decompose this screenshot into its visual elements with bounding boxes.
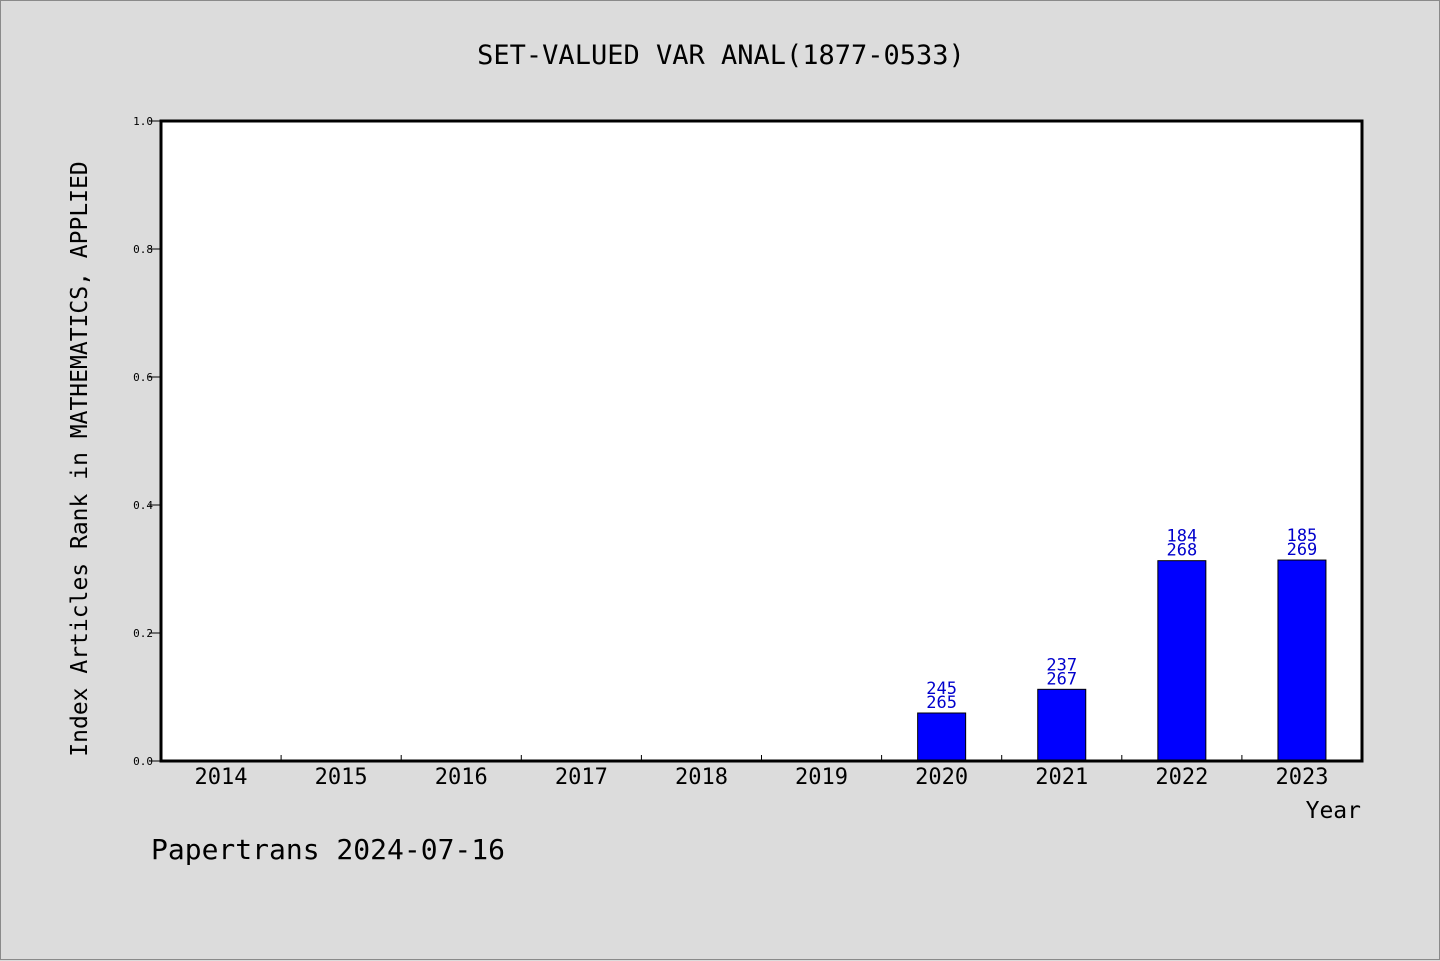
data-label-rank: 185 [1287,526,1318,546]
bar-2023 [1277,559,1327,762]
y-tick-label: 0.6 [133,371,153,384]
y-axis-label: Index Articles Rank in MATHEMATICS, APPL… [67,161,93,756]
bars-layer [917,559,1327,762]
x-axis-ticks: 2014 2015 2016 2017 2018 2019 2020 2021 2022 2023 [195,755,1328,790]
y-tick-label: 0.8 [133,243,153,256]
footer-credit: Papertrans 2024-07-16 [151,833,506,866]
x-tick-label: 2020 [915,765,968,790]
x-tick-label: 2021 [1035,765,1088,790]
data-label-total: 267 [1046,669,1077,689]
y-tick-label: 1.0 [133,115,153,128]
x-tick-label: 2015 [315,765,368,790]
data-label-rank: 245 [926,679,957,699]
y-tick-label: 0.2 [133,627,153,640]
x-tick-label: 2017 [555,765,608,790]
x-tick-label: 2019 [795,765,848,790]
data-label-total: 265 [926,693,957,713]
chart-title: SET-VALUED VAR ANAL(1877-0533) [477,40,965,71]
y-tick-label: 0.4 [133,499,153,512]
x-tick-label: 2022 [1155,765,1208,790]
x-tick-label: 2016 [435,765,488,790]
x-tick-label: 2023 [1275,765,1328,790]
y-tick-label: 0.0 [133,755,153,768]
bar-2021 [1037,688,1087,762]
bar-2022 [1157,560,1207,762]
plot-border [159,119,1364,763]
bar-2020 [917,712,967,762]
data-label-total: 268 [1166,541,1197,561]
y-axis-ticks: 0.0 0.2 0.4 0.6 0.8 1.0 [133,115,161,768]
x-axis-label: Year [1306,798,1361,824]
data-label-total: 269 [1287,540,1318,560]
x-tick-label: 2018 [675,765,728,790]
data-label-rank: 237 [1046,655,1077,675]
data-label-rank: 184 [1166,527,1197,547]
x-tick-label: 2014 [195,765,248,790]
